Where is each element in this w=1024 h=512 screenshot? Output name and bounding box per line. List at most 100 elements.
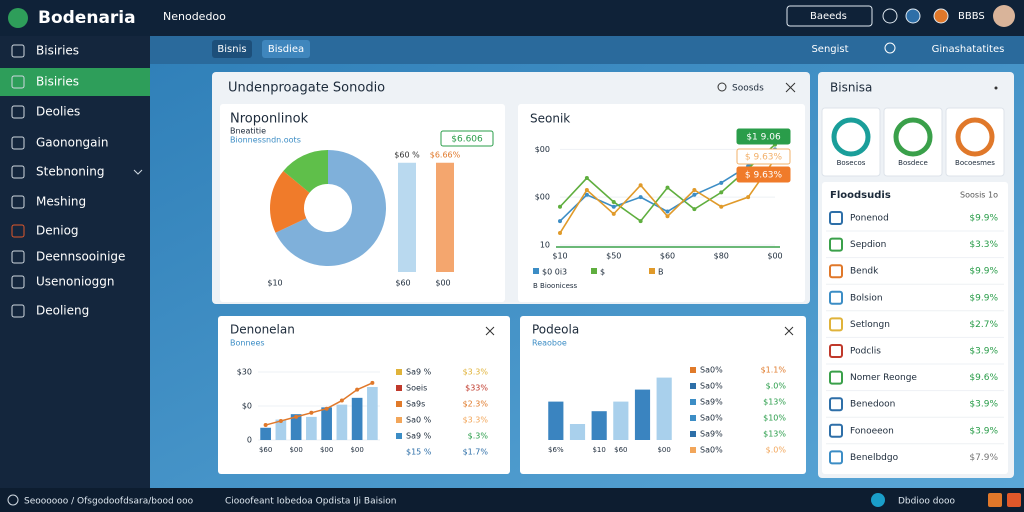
legend-label: Sa9%	[700, 398, 723, 407]
row-icon	[829, 423, 843, 438]
bar	[367, 386, 378, 440]
legend-label: Sa0%	[700, 382, 723, 391]
row-name[interactable]: Bendk	[850, 267, 879, 277]
panel-search: Soosds	[732, 84, 764, 94]
legend-swatch	[690, 431, 696, 437]
row-name[interactable]: Nomer Reonge	[850, 373, 917, 383]
legend-label: Sa9%	[700, 430, 723, 439]
row-name[interactable]: Setlongn	[850, 320, 890, 330]
bar	[336, 404, 348, 440]
row-name[interactable]: Fonoeeon	[850, 426, 894, 436]
header-icon[interactable]	[933, 8, 949, 24]
nav-link[interactable]: Nenodedoo	[163, 10, 226, 23]
x-tick-label: $60	[660, 252, 675, 261]
bar	[591, 411, 607, 440]
bar	[634, 389, 651, 440]
sidebar-item[interactable]: Usenonioggn	[36, 275, 115, 289]
subbar-link[interactable]: Ginashatatites	[932, 44, 1005, 55]
sidebar-item[interactable]: Deolies	[36, 105, 80, 119]
row-name[interactable]: Ponenod	[850, 214, 889, 224]
line-point	[665, 185, 670, 190]
donut-slice	[283, 150, 328, 193]
donut-slice	[269, 171, 310, 233]
line-point	[719, 204, 724, 209]
sidebar-item[interactable]: Bisiries	[36, 44, 79, 58]
x-tick-label: $00	[289, 446, 302, 454]
y-tick-label: 10	[540, 241, 550, 250]
line-point	[611, 204, 616, 209]
sidebar-icon	[11, 275, 25, 289]
header-icon[interactable]	[905, 8, 921, 24]
sidebar-icon	[11, 105, 25, 119]
legend-value: $3.3%	[463, 416, 489, 425]
bar	[656, 377, 672, 440]
line-point	[692, 207, 697, 212]
panel-title: Undenproagate Sonodio	[228, 81, 385, 96]
tab[interactable]	[212, 40, 252, 58]
legend-label: Sa0%	[700, 366, 723, 375]
search-placeholder: Baeeds	[810, 11, 847, 22]
close-icon[interactable]	[785, 82, 796, 93]
ring-label: Bocoesmes	[955, 159, 995, 167]
bar	[260, 427, 271, 440]
row-name[interactable]: Podclis	[850, 347, 881, 357]
badge	[736, 128, 791, 145]
tab[interactable]	[262, 40, 310, 58]
row-name[interactable]: Sepdion	[850, 240, 886, 250]
line-point	[719, 190, 724, 195]
y-tick-label: $0	[242, 402, 252, 411]
sidebar-item[interactable]: Gaonongain	[36, 136, 108, 150]
row-name[interactable]: Benelbdgo	[850, 453, 899, 463]
sidebar-item[interactable]: Deolieng	[36, 304, 89, 318]
legend-value: $2.3%	[463, 400, 489, 409]
badge	[736, 148, 791, 165]
legend-label: Sa0%	[700, 414, 723, 423]
legend-value: $33%	[465, 384, 488, 393]
sidebar-item[interactable]: Stebnoning	[36, 165, 104, 179]
row-name[interactable]: Benedoon	[850, 400, 895, 410]
x-tick-label: $50	[606, 252, 621, 261]
bar	[290, 414, 302, 440]
legend-value: $.0%	[766, 446, 787, 455]
line-point	[558, 219, 562, 224]
line-point	[611, 199, 616, 204]
row-icon	[829, 450, 843, 465]
line-point	[584, 176, 589, 181]
chart-subtitle: Reaoboe	[532, 339, 567, 348]
avatar[interactable]	[993, 5, 1015, 27]
row-name[interactable]: Bolsion	[850, 293, 883, 303]
trend-point	[339, 398, 344, 403]
badge	[736, 166, 791, 183]
line-point	[719, 180, 724, 185]
legend-label: Sa9 %	[406, 432, 432, 441]
y-tick-label: $00	[535, 193, 550, 202]
row-icon	[829, 397, 843, 412]
header-icon[interactable]	[882, 8, 898, 24]
x-tick-label: $80	[714, 252, 729, 261]
legend-swatch	[396, 401, 402, 407]
status-icon	[7, 494, 19, 506]
header-bar	[0, 0, 1024, 36]
trend-point	[294, 414, 299, 419]
close-icon[interactable]	[485, 326, 495, 336]
status-icon	[1007, 493, 1021, 507]
status-text: Seoooooo / Ofsgodoofdsara/bood ooo	[24, 497, 194, 507]
close-icon[interactable]	[784, 326, 794, 336]
legend-swatch	[591, 268, 597, 274]
trend-point	[263, 423, 268, 428]
bar	[436, 162, 454, 272]
legend-swatch	[649, 268, 655, 274]
sidebar-item[interactable]: Meshing	[36, 195, 86, 209]
search-box[interactable]	[786, 5, 873, 27]
sidebar-item[interactable]: Deennsooinige	[36, 250, 125, 264]
sidebar-item[interactable]: Bisiries	[36, 75, 79, 89]
status-icon	[988, 493, 1002, 507]
row-value: $9.9%	[969, 267, 998, 277]
line-point	[558, 204, 562, 209]
sidebar-item[interactable]: Deniog	[36, 224, 79, 238]
dropdown-caret[interactable]	[994, 86, 998, 90]
line-point	[611, 211, 616, 216]
y-tick-label: $00	[535, 145, 550, 154]
subbar-link[interactable]: Sengist	[811, 44, 848, 55]
trend-point	[278, 418, 283, 423]
